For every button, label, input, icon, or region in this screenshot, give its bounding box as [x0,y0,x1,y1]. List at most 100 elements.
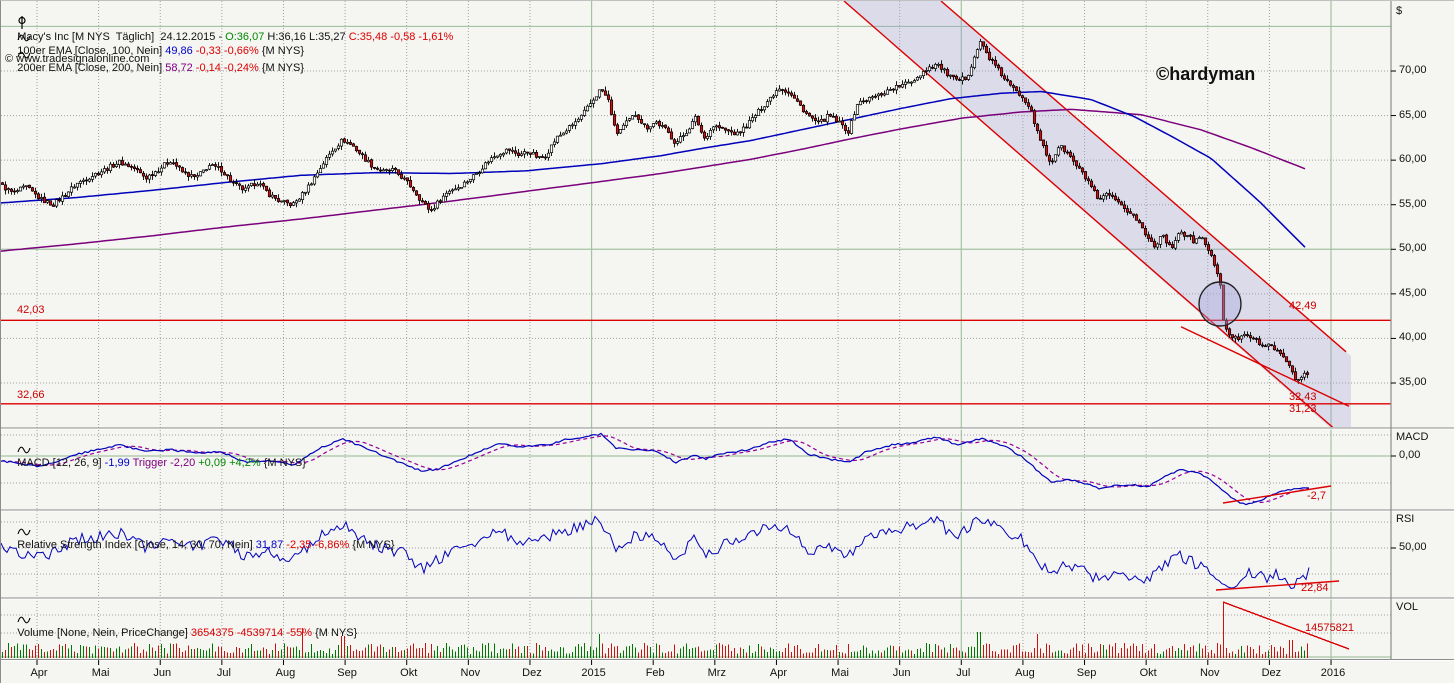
ellipse-annotation [1198,281,1242,327]
ema200-line [1,108,1306,252]
volume-panel[interactable] [1,601,1350,658]
channel-lower-value-label[interactable]: 31,23 [1289,403,1317,415]
symbol-close-value: C:35,48 -0,58 -1,61% [348,31,454,43]
price-tick-label: 65,00 [1399,108,1427,121]
ema200-value: 58,72 [165,62,193,74]
macd-change: +0,09 +4,2% [195,457,264,469]
time-axis-label: Feb [645,667,665,679]
time-axis-label: Nov [460,667,481,679]
indicator-wave-icon [17,50,31,63]
time-axis-label: Mai [91,667,110,679]
ema100-change: -0,33 -0,66% [192,45,262,57]
price-panel[interactable] [1,1,1391,446]
wedge-trendline [1180,326,1350,407]
macd-axis-title: MACD [1396,431,1429,443]
time-axis-label: Jul [956,667,971,679]
macd-trigger-line [1,435,1310,504]
time-axis-label: Jul [216,667,231,679]
volume-value: 3654375 -4539714 -55% [190,627,316,639]
time-axis-label: Jun [153,667,172,679]
rsi-change: -2,35 -6,86% [283,539,353,551]
macd-value: -1,99 [104,457,130,469]
rsi-value: 31,87 [255,539,284,551]
support-level-label-3266[interactable]: 32,66 [17,389,45,401]
time-axis-label: Aug [1015,667,1035,679]
rsi-trendline-value-label[interactable]: 22,84 [1301,582,1329,594]
time-axis-label: 2016 [1320,667,1346,679]
watermark: ©hardyman [1156,64,1256,84]
gridlines [1,1,1391,659]
rsi-mid-label: 50,00 [1399,541,1427,553]
price-tick-label: 40,00 [1399,331,1427,344]
price-tick-label: 45,00 [1399,286,1427,299]
rsi-panel[interactable] [1,515,1340,591]
panel-separators [1,1,1454,661]
macd-trigger-label: Trigger [129,457,171,469]
price-tick-label: 60,00 [1399,153,1427,166]
candlestick-series [1,38,1310,384]
time-axis-label: Mai [831,667,849,679]
ema200-market: {M NYS} [261,62,305,74]
volume-trendline-value-label[interactable]: 14575821 [1305,622,1354,634]
volume-trendline [1222,601,1350,650]
axis-tick-marks [36,70,1396,665]
time-axis-label: Okt [1139,667,1157,679]
volume-label: Volume [None, Nein, PriceChange] [17,627,191,639]
time-axis-label: Sep [1076,667,1097,679]
rsi-axis-title: RSI [1396,513,1415,525]
pin-icon [17,16,27,32]
time-axis-label: Okt [400,667,418,679]
symbol-open-value: O:36,07 [225,31,265,43]
channel-upper-line [940,1,1347,353]
macd-line [1,432,1310,506]
time-axis-label: Nov [1199,667,1220,679]
price-tick-label: 50,00 [1399,242,1427,255]
price-axis[interactable] [1391,1,1454,659]
macd-header[interactable]: MACD [12, 26, 9] -1,99 Trigger -2,20 +0,… [5,432,306,481]
macd-market: {M NYS} [263,457,306,469]
copyright-label: © www.tradesignalonline.com [5,53,150,65]
indicator-wave-icon [17,33,31,46]
rsi-label: Relative Strength Index [Close, 14, 30, … [17,539,256,551]
time-axis-label: Sep [337,667,357,679]
time-axis-label: Apr [769,667,787,679]
ema100-value: 49,86 [165,45,193,57]
trendline-value-label-3243[interactable]: 32,43 [1289,391,1317,403]
time-axis-label: Dez [1261,667,1282,679]
price-tick-label: 35,00 [1399,375,1427,388]
time-axis-label: Apr [30,667,48,679]
time-axis-label: Dez [522,667,542,679]
macd-trendline [1222,485,1332,504]
support-level-label-4203[interactable]: 42,03 [17,304,45,316]
rsi-trendline [1215,580,1340,591]
ema100-market: {M NYS} [261,45,305,57]
volume-header[interactable]: Volume [None, Nein, PriceChange] 3654375… [5,602,357,651]
indicator-wave-icon [17,615,31,628]
time-axis-label: Jun [892,667,911,679]
volume-market: {M NYS} [315,627,358,639]
price-axis-title: $ [1396,5,1403,17]
macd-trigger-value: -2,20 [170,457,196,469]
macd-trendline-value-label[interactable]: -2,7 [1307,490,1326,502]
macd-label: MACD [12, 26, 9] [17,457,105,469]
price-tick-label: 55,00 [1399,197,1427,210]
ema200-label: 200er EMA [Close, 200, Nein] [17,62,166,74]
indicator-wave-icon [17,527,31,540]
ema200-legend[interactable]: 200er EMA [Close, 200, Nein] 58,72 -0,14… [5,37,304,86]
ema100-line [1,90,1306,248]
ema200-change: -0,14 -0,24% [192,62,262,74]
rsi-line [1,515,1310,590]
macd-zero-label: 0,00 [1399,449,1421,461]
macd-panel[interactable] [1,432,1332,506]
channel-upper-value-label[interactable]: 42,49 [1289,300,1317,312]
symbol-highlow-value: H:36,16 L:35,27 [264,31,349,43]
time-axis-label: Aug [275,667,296,679]
time-axis-label: Mrz [707,667,726,679]
indicator-wave-icon [17,445,31,458]
time-axis-label: 2015 [581,667,606,679]
rsi-header[interactable]: Relative Strength Index [Close, 14, 30, … [5,514,395,563]
price-tick-label: 70,00 [1399,64,1427,76]
volume-axis-title: VOL [1396,601,1419,613]
